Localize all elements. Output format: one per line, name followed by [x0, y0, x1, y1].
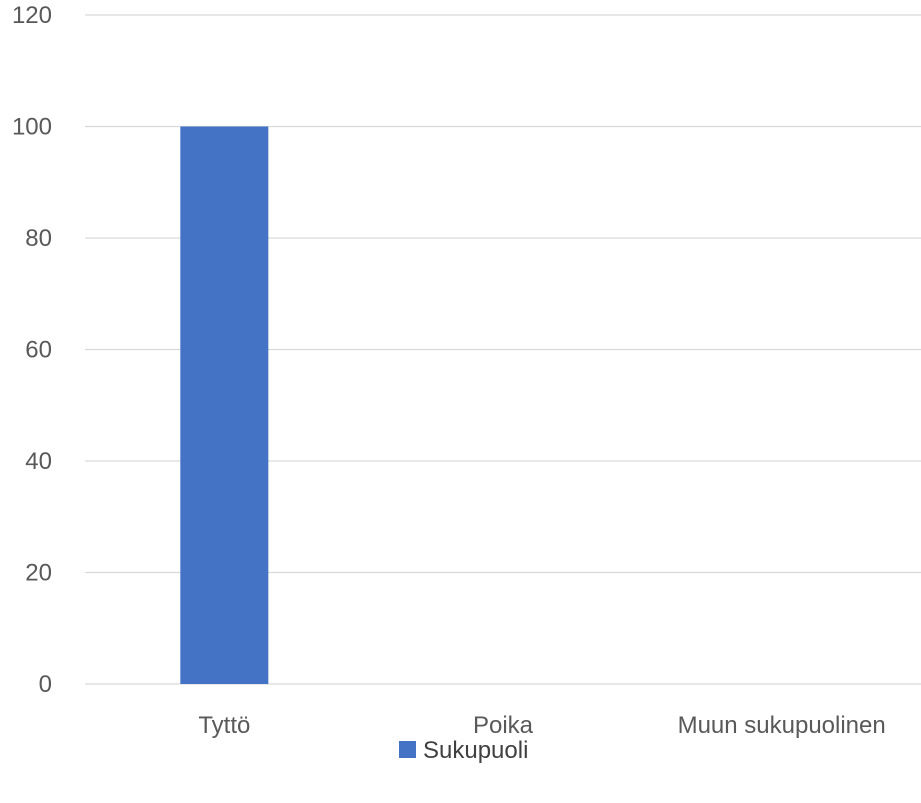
x-axis-category-labels: Tyttö Poika Muun sukupuolinen — [198, 712, 885, 739]
y-tick-label: 20 — [25, 560, 52, 587]
y-tick-label: 120 — [12, 2, 52, 29]
bars — [180, 126, 269, 684]
y-tick-label: 100 — [12, 114, 52, 141]
legend: Sukupuoli — [399, 737, 528, 764]
legend-swatch-sukupuoli — [399, 741, 416, 758]
y-tick-label: 80 — [25, 225, 52, 252]
x-category-label: Tyttö — [198, 712, 250, 739]
x-category-label: Poika — [473, 712, 534, 739]
y-tick-label: 0 — [39, 671, 52, 698]
legend-label-sukupuoli: Sukupuoli — [423, 737, 528, 764]
y-axis-tick-labels: 0 20 40 60 80 100 120 — [12, 2, 52, 698]
x-category-label: Muun sukupuolinen — [678, 712, 886, 739]
y-tick-label: 40 — [25, 448, 52, 475]
y-tick-label: 60 — [25, 337, 52, 364]
bar-0 — [180, 126, 269, 684]
